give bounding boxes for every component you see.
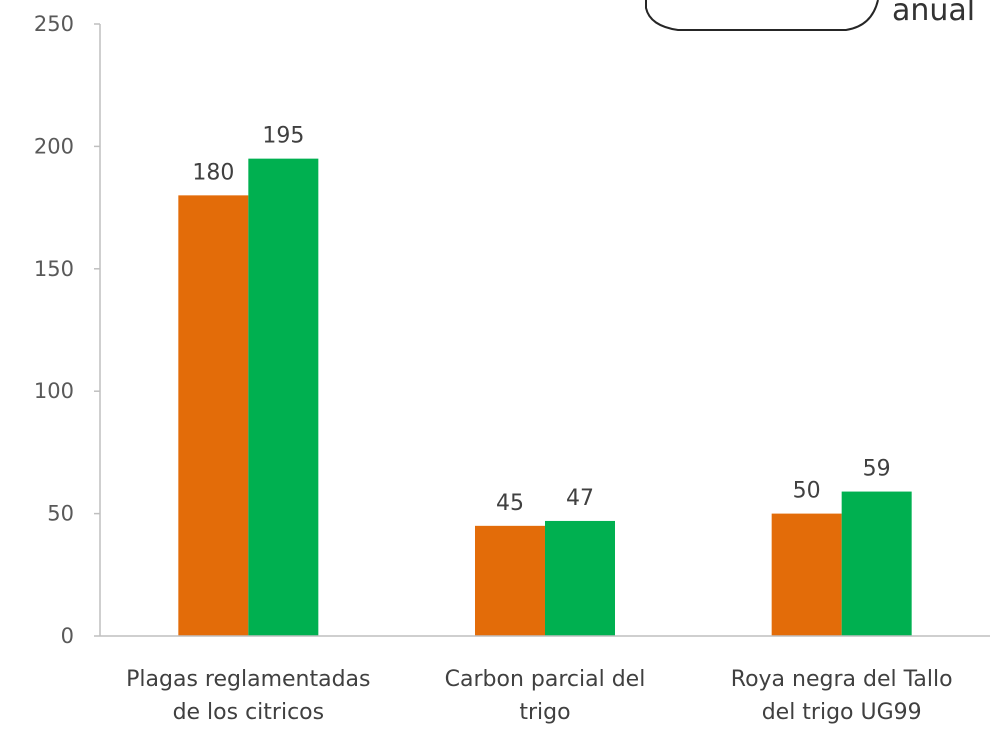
callout-box: anual [645, 0, 975, 31]
y-tick-label: 100 [34, 379, 74, 403]
bars [178, 158, 912, 637]
y-tick-label: 250 [34, 12, 74, 36]
data-label: 195 [262, 124, 304, 149]
bar [545, 520, 615, 636]
bar [841, 491, 912, 636]
callout-shape [645, 0, 879, 31]
data-label: 180 [192, 160, 234, 185]
data-label: 50 [793, 479, 821, 504]
bar [475, 525, 545, 636]
y-tick-label: 0 [61, 624, 74, 648]
data-labels: 180 195 45 47 50 59 [192, 124, 890, 516]
x-category-label: Plagas reglamentadas [126, 667, 370, 692]
y-tick-label: 150 [34, 257, 74, 281]
x-category-label: de los citricos [173, 700, 325, 725]
bar [178, 195, 249, 637]
bar [771, 513, 842, 636]
x-category-label: Carbon parcial del [445, 667, 646, 692]
data-label: 45 [496, 491, 524, 516]
y-axis: 0 50 100 150 200 250 [34, 12, 101, 648]
bar [248, 158, 319, 636]
y-tick-label: 200 [34, 134, 74, 158]
y-tick-label: 50 [47, 502, 74, 526]
x-category-label: Roya negra del Tallo [731, 667, 953, 692]
callout-text: anual [892, 0, 975, 28]
data-label: 47 [566, 486, 594, 511]
x-axis: Plagas reglamentadas de los citricos Carbo… [100, 635, 990, 725]
x-category-label: trigo [519, 700, 570, 725]
data-label: 59 [863, 457, 891, 482]
x-category-label: del trigo UG99 [762, 700, 922, 725]
